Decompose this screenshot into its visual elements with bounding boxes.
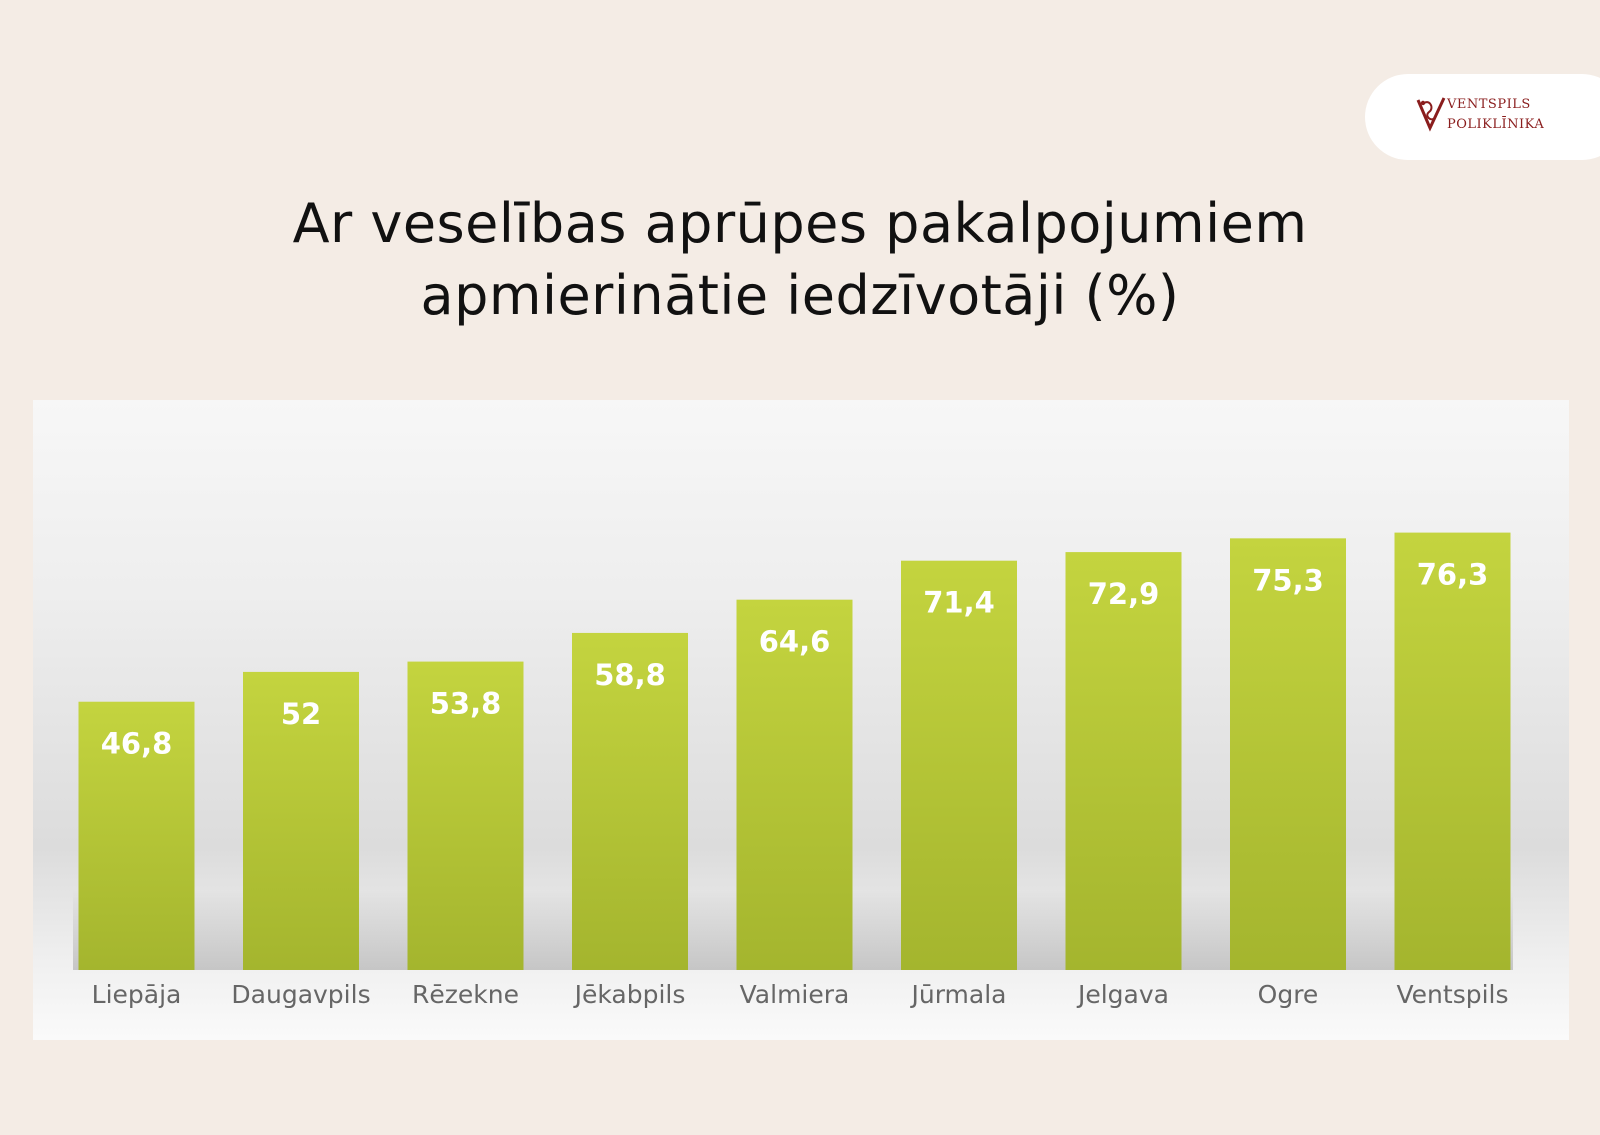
x-tick-label-5: Jūrmala <box>910 980 1007 1009</box>
chart-panel: 46,8 Liepāja 52 Daugavpils 53,8 Rēzekne 58,8 Jē… <box>33 400 1569 1040</box>
bar-1 <box>243 671 359 970</box>
logo-line-1: VENTSPILS <box>1447 97 1531 112</box>
x-tick-label-1: Daugavpils <box>231 980 370 1009</box>
data-label-8: 76,3 <box>1417 558 1489 592</box>
bar-2 <box>407 661 524 970</box>
bar-6 <box>1065 552 1182 970</box>
data-label-4: 64,6 <box>759 625 831 659</box>
caduceus-v-icon <box>1416 97 1446 132</box>
bar-8 <box>1394 532 1511 970</box>
x-tick-label-7: Ogre <box>1258 980 1319 1009</box>
bar-chart: 46,8 Liepāja 52 Daugavpils 53,8 Rēzekne 58,8 Jē… <box>73 532 1513 1009</box>
data-label-6: 72,9 <box>1088 577 1160 611</box>
bar-5 <box>901 560 1017 970</box>
x-tick-label-3: Jēkabpils <box>573 980 686 1009</box>
x-tick-label-6: Jelgava <box>1076 980 1169 1009</box>
bar-0 <box>78 701 195 970</box>
bar-7 <box>1230 538 1346 970</box>
title-line-1: Ar veselības aprūpes pakalpojumiem <box>292 192 1308 255</box>
bar-3 <box>572 632 688 970</box>
data-label-0: 46,8 <box>101 727 173 761</box>
data-label-5: 71,4 <box>923 586 995 620</box>
bar-4 <box>736 599 853 970</box>
title-line-2: apmierinātie iedzīvotāji (%) <box>420 264 1180 327</box>
page-title: Ar veselības aprūpes pakalpojumiem apmie… <box>100 188 1500 332</box>
data-label-1: 52 <box>281 697 321 731</box>
logo-badge: VENTSPILS POLIKLĪNIKA <box>1365 74 1600 160</box>
x-tick-label-8: Ventspils <box>1397 980 1509 1009</box>
x-tick-label-0: Liepāja <box>92 980 182 1009</box>
data-label-3: 58,8 <box>594 658 666 692</box>
logo-wordmark: VENTSPILS POLIKLĪNIKA <box>1447 95 1544 135</box>
data-label-2: 53,8 <box>430 687 502 721</box>
x-tick-label-4: Valmiera <box>740 980 850 1009</box>
x-tick-label-2: Rēzekne <box>412 980 519 1009</box>
data-label-7: 75,3 <box>1252 563 1324 597</box>
logo-line-2: POLIKLĪNIKA <box>1447 117 1545 132</box>
